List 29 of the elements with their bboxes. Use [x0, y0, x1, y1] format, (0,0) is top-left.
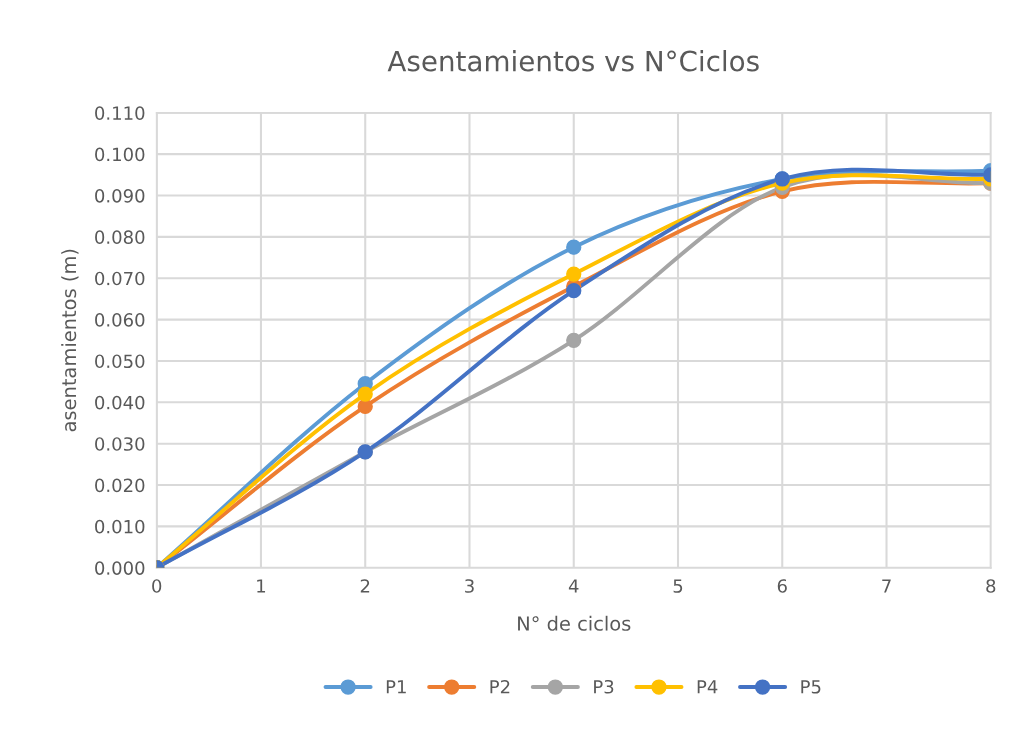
y-tick-label: 0.070 [95, 271, 145, 286]
y-tick-label: 0.020 [95, 478, 145, 493]
y-tick-label: 0.110 [95, 106, 145, 120]
chart-title: Asentamientos vs N°Ciclos [387, 50, 759, 72]
x-tick-label: 2 [360, 579, 370, 593]
x-tick-label: 7 [882, 579, 891, 593]
x-tick-label: 3 [465, 579, 474, 593]
y-tick-label: 0.060 [95, 313, 145, 327]
y-tick-label: 0.030 [95, 437, 145, 451]
y-tick-label: 0.100 [95, 147, 145, 162]
legend-label: P3 [594, 679, 614, 694]
x-tick-label: 0 [152, 579, 162, 593]
x-tick-label: 8 [986, 579, 996, 593]
x-axis-title: N° de ciclos [518, 615, 631, 631]
y-axis-title: asentamientos (m) [61, 249, 79, 432]
x-tick-label: 5 [673, 579, 683, 593]
y-tick-label: 0.000 [95, 561, 145, 575]
legend-label: P4 [697, 680, 718, 694]
y-tick-label: 0.040 [95, 395, 145, 410]
y-tick-label: 0.010 [95, 519, 145, 534]
legend-label: P2 [490, 679, 510, 694]
y-tick-label: 0.090 [95, 188, 145, 203]
y-tick-label: 0.050 [95, 354, 145, 369]
x-tick-label: 1 [257, 579, 266, 593]
y-tick-label: 0.080 [95, 230, 145, 244]
x-tick-label: 4 [568, 579, 579, 593]
x-tick-label: 6 [777, 579, 787, 593]
legend-label: P5 [801, 680, 821, 694]
legend-label: P1 [386, 680, 406, 694]
